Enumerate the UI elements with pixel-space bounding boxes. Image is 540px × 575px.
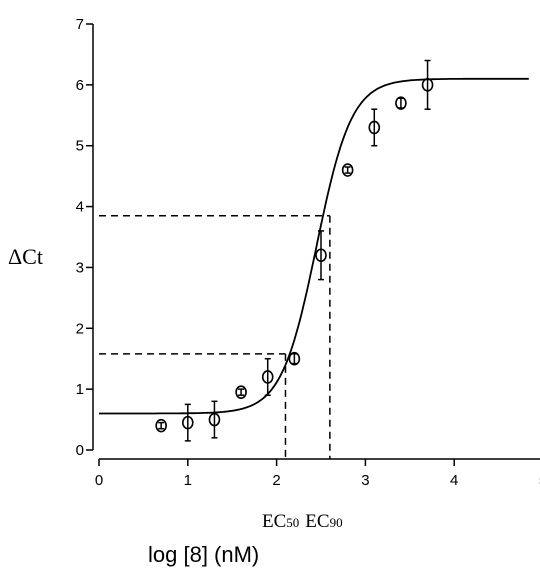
fit-curve-group <box>99 77 529 415</box>
data-marker <box>288 351 301 366</box>
reference-lines <box>99 214 331 459</box>
y-tick-label: 2 <box>76 320 84 337</box>
data-marker <box>182 415 194 430</box>
data-point-9 <box>395 96 407 110</box>
y-axis: 0 1 2 3 4 5 6 7 <box>76 16 94 459</box>
data-marker <box>421 78 434 92</box>
ec90-label: EC <box>305 511 329 532</box>
data-point-4 <box>261 357 274 396</box>
data-marker <box>261 370 274 384</box>
data-marker <box>235 385 247 399</box>
data-marker <box>395 96 407 110</box>
x-tick-label: 2 <box>272 472 280 489</box>
y-axis-label: ΔCt <box>8 244 43 269</box>
ec50-subscript: 50 <box>286 515 299 530</box>
ec-annotation: EC50 EC90 <box>262 511 343 532</box>
data-marker <box>341 163 354 177</box>
ec90-subscript: 90 <box>330 515 343 530</box>
x-tick-label: 1 <box>184 472 192 489</box>
x-tick-label: 0 <box>95 472 103 489</box>
y-tick-label: 0 <box>76 442 84 459</box>
y-tick-label: 5 <box>76 138 84 155</box>
x-tick-label: 5 <box>539 472 540 489</box>
fit-curve <box>99 77 529 415</box>
data-points <box>155 59 434 442</box>
data-point-3 <box>235 385 247 399</box>
data-marker <box>155 418 167 433</box>
y-tick-label: 4 <box>76 199 84 216</box>
x-tick-label: 3 <box>361 472 369 489</box>
data-marker <box>208 412 221 427</box>
data-point-1 <box>182 403 194 442</box>
x-axis-label: log [8] (nM) <box>148 542 259 567</box>
data-point-5 <box>288 351 301 366</box>
data-point-0 <box>155 418 167 433</box>
data-point-2 <box>208 400 221 439</box>
data-marker <box>368 120 381 135</box>
y-tick-label: 3 <box>76 259 84 276</box>
data-point-7 <box>341 163 354 177</box>
data-marker <box>315 248 327 263</box>
x-tick-label: 4 <box>450 472 458 489</box>
y-tick-label: 7 <box>76 16 84 33</box>
data-point-6 <box>315 230 327 281</box>
y-tick-label: 6 <box>76 77 84 94</box>
ec50-label: EC <box>262 511 286 532</box>
x-axis: 0 1 2 3 4 5 <box>95 458 540 489</box>
data-point-8 <box>368 108 381 147</box>
data-point-10 <box>421 59 434 110</box>
y-tick-label: 1 <box>76 381 84 398</box>
